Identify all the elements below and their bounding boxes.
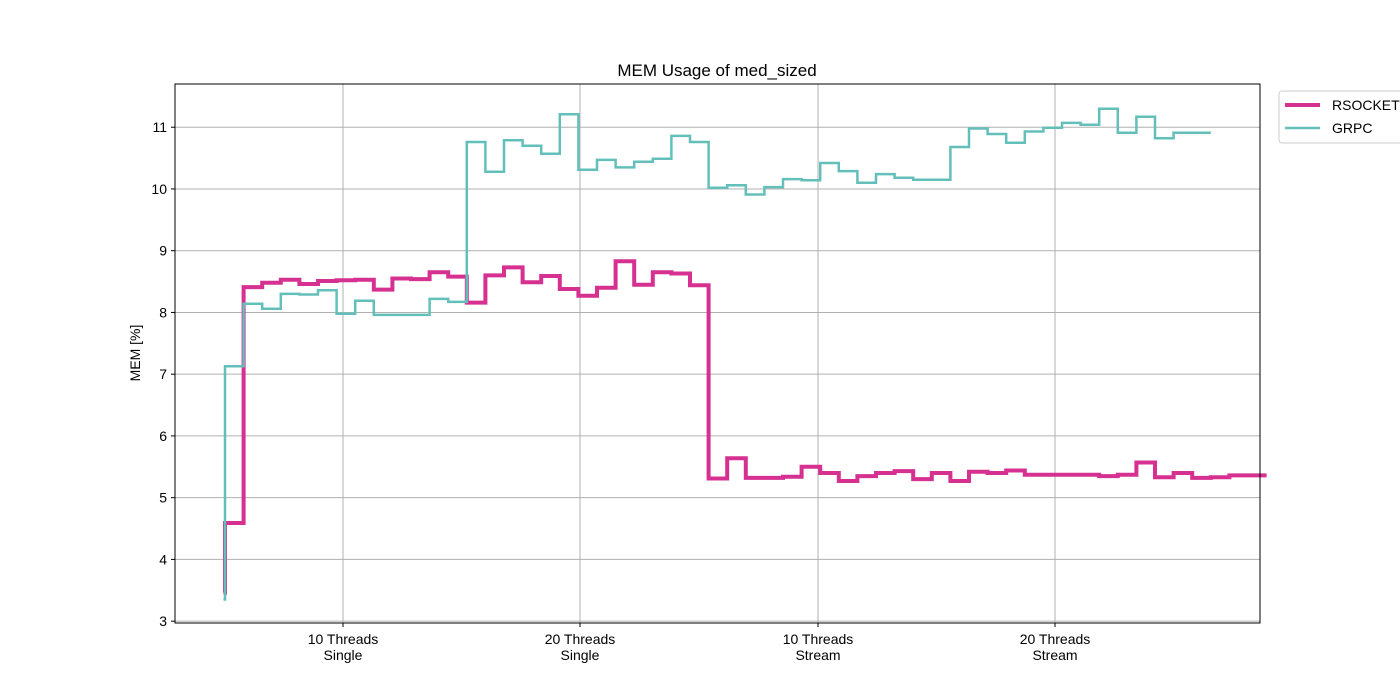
plot-frame	[174, 83, 1261, 624]
y-tick-label: 4	[159, 551, 167, 567]
y-tick-label: 5	[159, 490, 167, 506]
y-tick-label: 3	[159, 613, 167, 629]
x-tick-label: 10 Threads	[783, 631, 854, 647]
y-tick-label: 10	[151, 181, 167, 197]
series-line-grpc	[223, 107, 1211, 601]
y-axis-ticks: 3 4 5 6 7 8 9 10 11	[151, 119, 175, 629]
x-tick-label: 10 Threads	[308, 631, 379, 647]
series-line-rsocket	[223, 259, 1267, 595]
x-tick-label: 20 Threads	[545, 631, 616, 647]
x-tick-label: 20 Threads	[1020, 631, 1091, 647]
legend-label-rsocket: RSOCKET	[1332, 97, 1400, 113]
y-tick-label: 11	[152, 119, 167, 135]
chart-title: MEM Usage of med_sized	[617, 61, 816, 80]
y-tick-label: 7	[159, 366, 167, 382]
legend: RSOCKET GRPC	[1278, 90, 1400, 144]
y-tick-label: 8	[159, 304, 167, 320]
y-tick-label: 6	[159, 428, 167, 444]
x-tick-label: Single	[324, 647, 363, 663]
x-tick-label: Single	[561, 647, 600, 663]
legend-label-grpc: GRPC	[1332, 120, 1372, 136]
gridlines	[175, 84, 1260, 623]
x-tick-label: Stream	[795, 647, 840, 663]
x-tick-label: Stream	[1032, 647, 1077, 663]
y-tick-label: 9	[159, 243, 167, 259]
series-lines	[223, 107, 1267, 601]
y-axis-label: MEM [%]	[127, 325, 143, 382]
